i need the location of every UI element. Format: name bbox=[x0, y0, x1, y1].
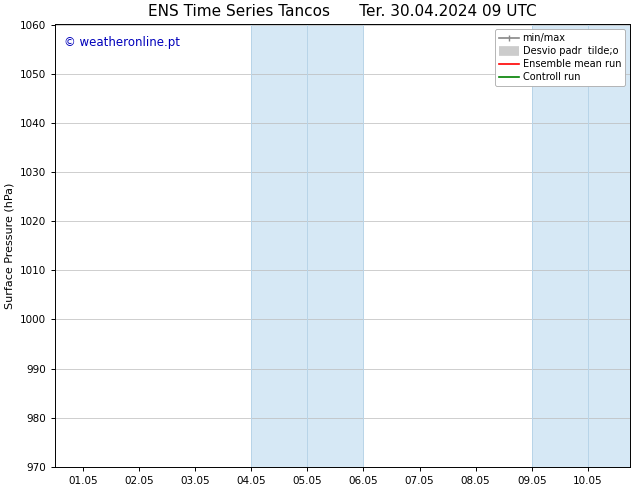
Y-axis label: Surface Pressure (hPa): Surface Pressure (hPa) bbox=[4, 182, 14, 309]
Bar bbox=[251, 24, 363, 467]
Legend: min/max, Desvio padr  tilde;o, Ensemble mean run, Controll run: min/max, Desvio padr tilde;o, Ensemble m… bbox=[495, 29, 625, 86]
Title: ENS Time Series Tancos      Ter. 30.04.2024 09 UTC: ENS Time Series Tancos Ter. 30.04.2024 0… bbox=[148, 4, 537, 19]
Text: © weatheronline.pt: © weatheronline.pt bbox=[63, 36, 179, 49]
Bar bbox=[532, 24, 630, 467]
